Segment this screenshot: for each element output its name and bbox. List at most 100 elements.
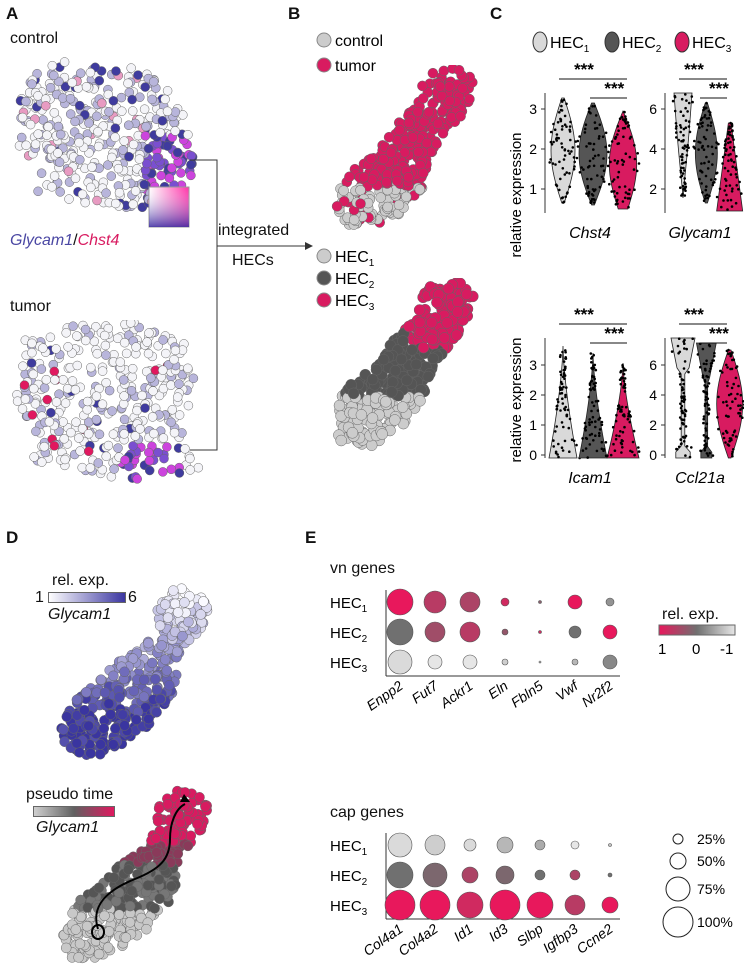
jitter-point [585,145,588,148]
jitter-point [705,422,709,426]
umap-cell [120,455,130,465]
jitter-point [705,374,708,378]
jitter-point [732,382,735,386]
umap-cell [81,920,93,932]
umap-cell [110,198,121,209]
umap-cell [162,141,173,151]
umap-cell [453,65,465,76]
legend-violin-hec1 [532,31,548,53]
jitter-point [704,194,707,198]
jitter-point [706,167,710,170]
jitter-point [682,382,685,386]
umap-cell [83,446,94,457]
jitter-point [555,405,559,408]
legend-text-control: control [335,33,383,50]
jitter-point [722,199,725,202]
jitter-point [677,337,681,341]
jitter-point [729,121,732,125]
umap-cell [105,709,116,720]
jitter-point [584,123,588,126]
legend-text-hec2: HEC2 [335,271,375,291]
jitter-point [705,101,708,105]
jitter-point [619,369,623,373]
jitter-point [622,379,626,383]
umap-cell [427,67,439,79]
jitter-point [705,362,708,366]
jitter-point [731,450,734,454]
jitter-point [593,154,597,158]
jitter-point [724,184,728,188]
umap-cell [33,186,43,197]
umap-cell [166,464,177,475]
umap-cell [164,173,175,183]
jitter-point [679,427,682,430]
jitter-point [681,153,684,156]
size-legend: 25% 50% 75% 100% [662,831,733,938]
jitter-point [609,160,612,164]
jitter-point [734,376,738,380]
jitter-point [707,343,711,347]
jitter-point [602,169,606,172]
connector-bracket [190,159,313,451]
umap-cell [366,412,379,424]
umap-cell [170,107,181,117]
jitter-point [591,188,595,191]
jitter-point [620,158,624,162]
jitter-point [709,178,713,181]
umap-cell [49,70,59,81]
umap-cell [74,938,86,950]
umap-cell [365,153,377,165]
umap-cell [43,122,54,132]
jitter-point [602,180,606,183]
jitter-point [741,416,744,420]
jitter-point [741,400,744,403]
jitter-point [564,195,567,199]
jitter-point [607,150,610,154]
panel-letter-e: E [305,528,317,547]
jitter-point [556,398,559,401]
jitter-point [730,159,733,162]
umap-cell [348,214,360,226]
dot-vn [386,588,414,616]
jitter-point [563,377,566,381]
umap-cell [153,803,165,814]
jitter-point [702,415,706,418]
umap-cell [95,674,107,685]
jitter-point [702,390,705,393]
umap-cell [119,666,130,678]
jitter-point [714,146,718,150]
jitter-point [621,446,624,449]
jitter-point [705,359,708,363]
jitter-point [731,454,734,458]
jitter-point [570,438,574,442]
umap-cell [70,384,81,395]
jitter-point [576,145,580,148]
umap-cell [36,168,47,178]
umap-cell [71,737,83,749]
jitter-point [704,446,707,449]
jitter-point [677,138,681,142]
jitter-point [683,338,686,342]
umap-cell [137,390,147,401]
jitter-point [726,132,730,136]
jitter-point [550,143,554,146]
jitter-point [696,353,700,356]
umap-cell [27,338,37,349]
jitter-point [601,135,605,138]
gene-label: Chst4 [569,225,611,242]
jitter-point [616,160,620,163]
panel-letter-b: B [288,4,301,23]
jitter-point [566,191,569,194]
umap-cell [141,121,151,132]
umap-cell [70,116,80,127]
dot-vn [568,625,582,639]
umap-cell [192,818,203,830]
jitter-point [702,106,706,109]
jitter-point [561,402,565,405]
umap-cell [176,168,186,178]
jitter-point [600,447,604,451]
dot-cap [424,834,446,856]
jitter-point [703,161,706,165]
jitter-point [737,384,740,388]
jitter-point [549,140,553,144]
